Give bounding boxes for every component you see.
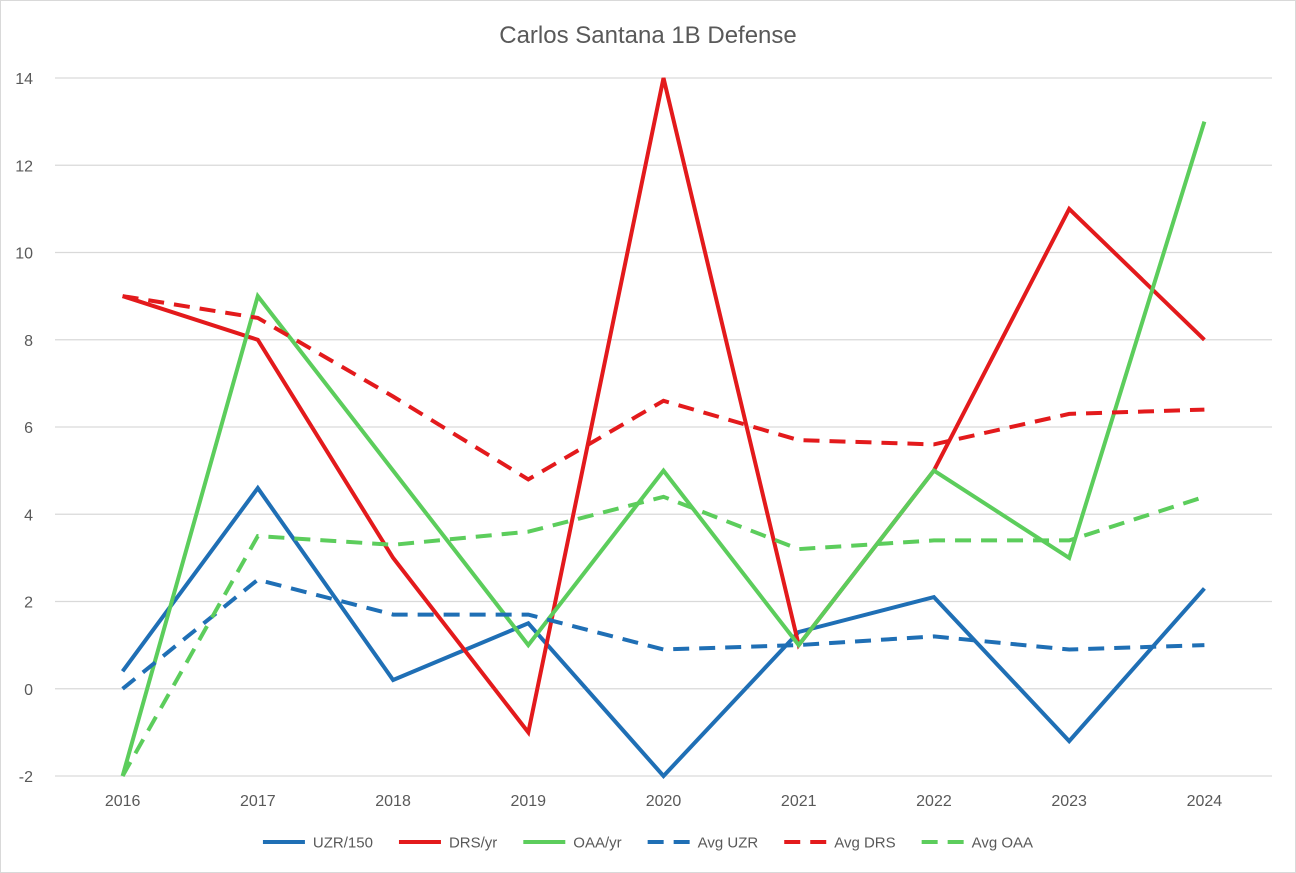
x-tick-label: 2022 bbox=[916, 793, 952, 810]
y-tick-label: 6 bbox=[24, 420, 33, 437]
series-line-drs-yr bbox=[121, 77, 1206, 738]
x-tick-label: 2019 bbox=[510, 793, 546, 810]
legend-item: Avg DRS bbox=[784, 835, 896, 852]
legend-item: DRS/yr bbox=[398, 835, 497, 852]
legend-item: Avg OAA bbox=[921, 835, 1033, 852]
series-line-uzr-150 bbox=[120, 484, 1206, 779]
legend: UZR/150 DRS/yr OAA/yr Avg UZR Avg DRS Avg OAA bbox=[262, 835, 1033, 852]
x-tick-label: 2020 bbox=[646, 793, 682, 810]
x-tick-label: 2023 bbox=[1051, 793, 1087, 810]
y-tick-label: 2 bbox=[24, 595, 33, 612]
y-tick-label: 14 bbox=[15, 71, 33, 88]
x-tick-label: 2017 bbox=[240, 793, 276, 810]
gridlines bbox=[55, 77, 1272, 777]
x-tick-label: 2024 bbox=[1187, 793, 1223, 810]
y-tick-label: 10 bbox=[15, 246, 33, 263]
legend-label: DRS/yr bbox=[449, 835, 497, 852]
legend-label: UZR/150 bbox=[313, 835, 373, 852]
series-line-oaa-yr bbox=[120, 121, 1207, 777]
series-line-avg-drs bbox=[122, 294, 1205, 482]
legend-label: OAA/yr bbox=[573, 835, 621, 852]
legend-item: OAA/yr bbox=[523, 835, 622, 852]
series-line-avg-uzr bbox=[121, 577, 1205, 691]
y-tick-label: 4 bbox=[24, 507, 33, 524]
chart-title: Carlos Santana 1B Defense bbox=[499, 22, 797, 49]
legend-label: Avg OAA bbox=[972, 835, 1033, 852]
x-axis-ticks: 2016 2017 2018 2019 2020 2021 2022 2023 2024 bbox=[105, 793, 1222, 810]
series-lines bbox=[120, 77, 1207, 779]
x-tick-label: 2021 bbox=[781, 793, 817, 810]
y-tick-label: -2 bbox=[19, 769, 33, 786]
legend-label: Avg UZR bbox=[698, 835, 759, 852]
series-line-avg-oaa bbox=[120, 494, 1206, 777]
legend-label: Avg DRS bbox=[834, 835, 895, 852]
y-tick-label: 0 bbox=[24, 682, 33, 699]
legend-item: Avg UZR bbox=[647, 835, 759, 852]
y-tick-label: 8 bbox=[24, 333, 33, 350]
y-tick-label: 12 bbox=[15, 158, 33, 175]
x-tick-label: 2018 bbox=[375, 793, 411, 810]
x-tick-label: 2016 bbox=[105, 793, 141, 810]
y-axis-ticks: -2 0 2 4 6 8 10 12 14 bbox=[15, 71, 33, 786]
legend-item: UZR/150 bbox=[262, 835, 373, 852]
